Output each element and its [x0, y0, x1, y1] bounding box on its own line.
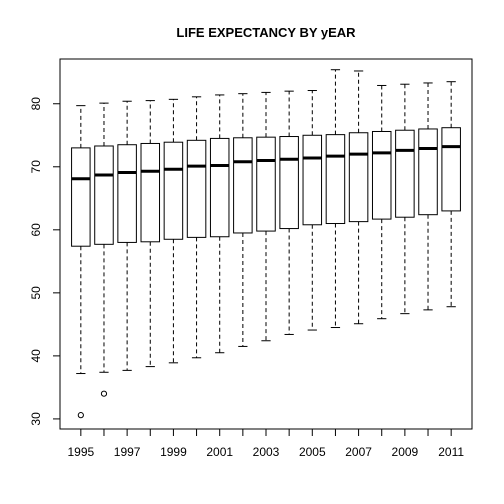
y-tick-label: 50 [29, 286, 43, 300]
box-1998 [140, 100, 161, 368]
x-tick-label: 1999 [160, 445, 187, 459]
box-iqr [418, 128, 438, 216]
box-iqr [117, 144, 137, 243]
box-1997 [117, 100, 137, 371]
box-1996 [94, 102, 114, 397]
outlier-point [77, 412, 84, 419]
box-2004 [279, 90, 299, 335]
box-iqr [94, 145, 114, 245]
box-1995 [71, 105, 91, 419]
chart-title: LIFE EXPECTANCY BY yEAR [176, 25, 356, 40]
box-iqr [233, 137, 253, 234]
outlier-point [100, 390, 108, 397]
box-iqr [186, 139, 207, 238]
box-2000 [186, 96, 207, 359]
box-iqr [395, 129, 415, 218]
x-tick-label: 2007 [345, 445, 372, 459]
box-2010 [418, 82, 438, 311]
box-iqr [256, 136, 276, 232]
box-iqr [441, 127, 461, 212]
box-2009 [395, 83, 415, 315]
box-iqr [209, 137, 230, 238]
box-iqr [71, 147, 91, 247]
box-2001 [209, 94, 230, 354]
box-2008 [371, 84, 392, 320]
boxes [71, 69, 461, 419]
x-tick-label: 2011 [438, 445, 464, 459]
box-iqr [279, 136, 299, 230]
x-tick-label: 1997 [114, 445, 141, 459]
x-tick-label: 1995 [67, 445, 94, 459]
y-axis: 30 40 50 60 70 80 [29, 97, 60, 426]
x-axis: 1995 1997 1999 2001 2003 2005 2007 2009 2011 [67, 429, 464, 459]
box-iqr [371, 130, 392, 220]
x-tick-label: 2001 [206, 445, 233, 459]
x-tick-label: 2003 [253, 445, 280, 459]
box-iqr [348, 132, 369, 223]
box-2011 [441, 81, 461, 308]
box-2003 [256, 91, 276, 342]
x-tick-label: 2009 [392, 445, 419, 459]
x-tick-label: 2005 [299, 445, 326, 459]
box-2002 [233, 93, 253, 347]
y-tick-label: 60 [29, 223, 43, 237]
box-iqr [163, 141, 184, 240]
box-2005 [302, 90, 323, 331]
box-2007 [348, 70, 369, 325]
y-tick-label: 80 [29, 97, 43, 111]
box-2006 [325, 69, 346, 329]
y-tick-label: 30 [29, 412, 43, 426]
y-tick-label: 40 [29, 349, 43, 363]
y-tick-label: 70 [29, 160, 43, 174]
box-iqr [140, 142, 161, 243]
box-1999 [163, 98, 184, 364]
box-iqr [325, 134, 346, 225]
box-iqr [302, 134, 323, 226]
